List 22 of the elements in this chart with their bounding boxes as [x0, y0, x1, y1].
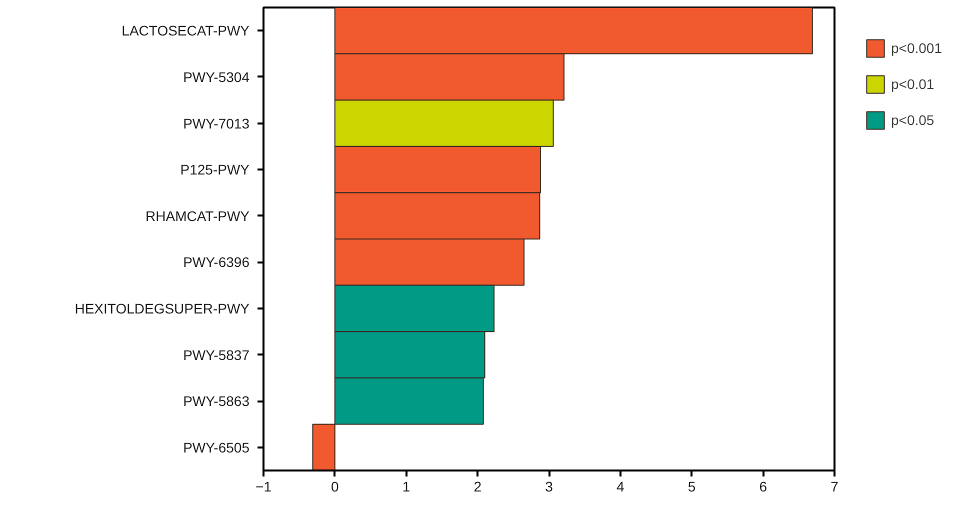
y-tick-label: LACTOSECAT-PWY	[122, 22, 250, 39]
x-tick-label: 0	[330, 478, 339, 494]
x-tick-label: 4	[616, 478, 624, 494]
x-tick-label: 6	[759, 478, 768, 494]
x-tick-label: 2	[474, 478, 482, 494]
y-tick-label: PWY-6505	[183, 439, 250, 456]
x-tick-label: 1	[402, 478, 410, 494]
y-tick-label: P125-PWY	[180, 162, 250, 178]
y-tick-label: PWY-5863	[183, 393, 250, 410]
y-tick-label: RHAMCAT-PWY	[146, 208, 250, 224]
x-tick-label: 5	[688, 478, 696, 494]
x-tick-label: 3	[545, 478, 554, 494]
x-tick-label: −1	[256, 478, 272, 494]
x-tick-label: 7	[830, 478, 839, 494]
y-tick-label: PWY-5837	[183, 346, 250, 363]
legend-label: p<0.01	[891, 76, 934, 92]
legend-label: p<0.05	[891, 112, 934, 128]
y-tick-label: PWY-5304	[183, 68, 250, 85]
y-tick-label: PWY-7013	[183, 115, 250, 132]
y-tick-label: PWY-6396	[183, 254, 250, 270]
y-tick-label: HEXITOLDEGSUPER-PWY	[74, 300, 250, 316]
legend-label: p<0.001	[891, 40, 942, 56]
